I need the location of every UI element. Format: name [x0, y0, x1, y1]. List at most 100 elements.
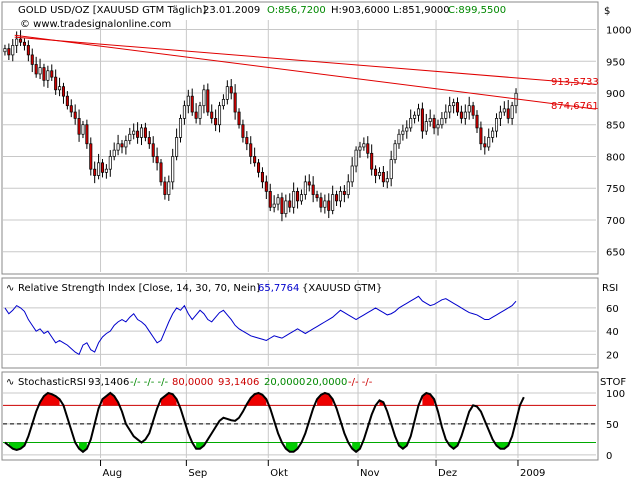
- stoch-tick: 0: [606, 451, 612, 462]
- stoch-axis-label: STOF: [600, 377, 626, 388]
- x-tick-label: Aug: [103, 468, 123, 479]
- candle-body: [323, 200, 327, 208]
- candle-body: [163, 181, 167, 195]
- stoch-value: 93,1406: [88, 377, 129, 388]
- candle-body: [506, 108, 510, 119]
- candle-body: [77, 118, 81, 135]
- rsi-icon: ∿: [6, 283, 14, 294]
- candle-body: [19, 38, 23, 43]
- candle-body: [218, 105, 222, 126]
- trendline-label-2: 874,6761: [551, 101, 599, 112]
- candle-body: [241, 124, 245, 138]
- candle-body: [38, 67, 42, 75]
- candle-body: [124, 140, 128, 148]
- price-tick: 950: [606, 57, 625, 68]
- candle-body: [381, 171, 385, 183]
- candle-body: [26, 45, 30, 56]
- rsi-tick: 40: [606, 327, 619, 338]
- header-close: C:899,5500: [448, 5, 506, 16]
- candle-body: [128, 133, 132, 141]
- price-tick: 900: [606, 89, 625, 100]
- candle-body: [479, 127, 483, 145]
- candle-body: [85, 124, 89, 145]
- candle-body: [475, 114, 479, 129]
- candle-body: [182, 105, 186, 119]
- candle-body: [132, 130, 136, 135]
- candle-body: [471, 105, 475, 116]
- candle-body: [73, 111, 77, 119]
- candle-body: [190, 95, 194, 113]
- candle-body: [81, 124, 85, 135]
- trendline: [14, 34, 597, 110]
- candle-body: [444, 111, 448, 119]
- candle-body: [335, 194, 339, 202]
- candle-body: [296, 191, 300, 202]
- candle-body: [440, 118, 444, 126]
- candle-body: [3, 48, 7, 53]
- candle-body: [61, 86, 65, 97]
- header-open: O:856,7200: [267, 5, 326, 16]
- candle-body: [483, 143, 487, 148]
- candle-body: [370, 152, 374, 170]
- candle-body: [210, 111, 214, 119]
- stoch-icon: ∿: [6, 377, 14, 388]
- candle-body: [436, 124, 440, 129]
- candle-body: [69, 105, 73, 113]
- candle-body: [167, 181, 171, 195]
- candle-body: [413, 114, 417, 119]
- candle-body: [510, 105, 514, 119]
- candle-body: [424, 121, 428, 132]
- candle-body: [233, 92, 237, 113]
- candle-body: [112, 149, 116, 157]
- price-tick: 750: [606, 184, 625, 195]
- candle-body: [409, 118, 413, 129]
- candle-body: [155, 156, 159, 164]
- candle-body: [342, 191, 346, 195]
- candle-body: [116, 143, 120, 151]
- candle-body: [288, 200, 292, 208]
- rsi-tick: 20: [606, 350, 619, 361]
- candle-body: [257, 162, 261, 173]
- candle-body: [452, 102, 456, 107]
- candle-body: [459, 111, 463, 119]
- price-candles: [3, 30, 518, 222]
- candle-body: [366, 143, 370, 154]
- candle-body: [354, 149, 358, 167]
- candle-body: [284, 200, 288, 214]
- candle-body: [491, 130, 495, 138]
- candle-body: [229, 86, 233, 94]
- stoch-oversold-fill: [285, 442, 298, 452]
- candle-body: [397, 133, 401, 145]
- candle-body: [221, 98, 225, 107]
- candle-body: [276, 197, 280, 205]
- price-tick: 800: [606, 152, 625, 163]
- currency-label: $: [604, 6, 610, 17]
- stoch-overbought-value: 93,1406: [218, 377, 259, 388]
- rsi-value: 65,7764: [258, 283, 299, 294]
- candle-body: [331, 194, 335, 211]
- candle-body: [104, 168, 108, 173]
- rsi-title: Relative Strength Index [Close, 14, 30, …: [18, 283, 260, 294]
- candle-body: [7, 48, 11, 56]
- candle-body: [420, 108, 424, 132]
- stoch-overbought-text: 80,0000: [172, 377, 213, 388]
- candle-body: [54, 76, 58, 91]
- candle-body: [30, 54, 34, 65]
- price-tick: 850: [606, 121, 625, 132]
- candle-body: [34, 64, 38, 75]
- candle-body: [346, 181, 350, 195]
- candle-body: [502, 108, 506, 113]
- price-tick: 1000: [606, 26, 631, 37]
- candle-body: [389, 159, 393, 180]
- trendline: [14, 36, 597, 85]
- trendlines: [14, 34, 597, 110]
- candle-body: [494, 118, 499, 132]
- candle-body: [455, 102, 460, 113]
- stoch-oversold-value: 20,0000: [306, 377, 347, 388]
- trendline-label-1: 913,5733: [551, 77, 599, 88]
- candle-body: [432, 118, 436, 129]
- candle-body: [393, 143, 397, 160]
- rsi-line: [4, 295, 517, 356]
- candle-body: [260, 171, 264, 183]
- candle-body: [350, 165, 354, 183]
